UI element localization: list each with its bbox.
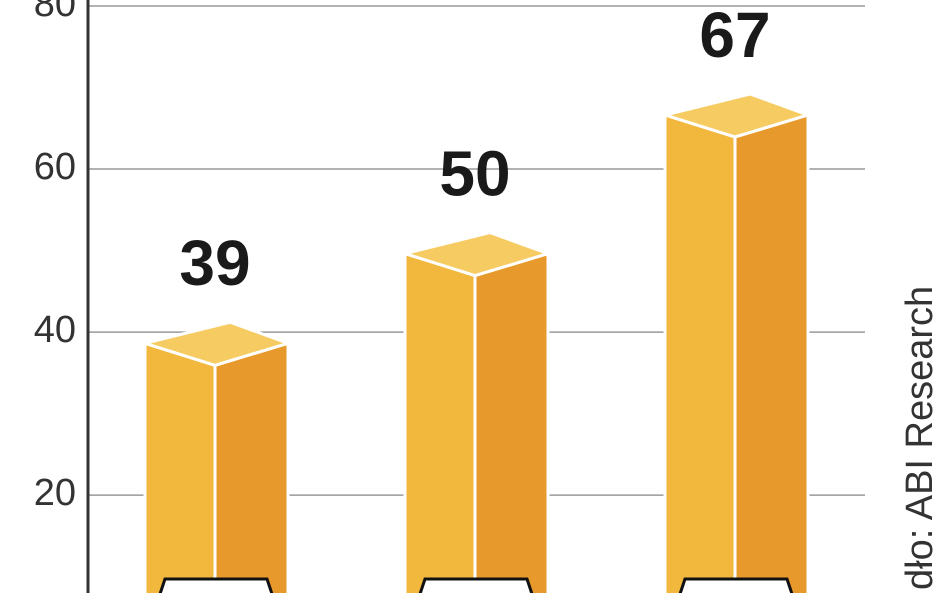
value-label: 39	[179, 227, 250, 299]
bar-left-face	[143, 341, 217, 593]
bar	[143, 320, 290, 593]
bar	[663, 92, 810, 593]
y-tick-label: 80	[34, 0, 76, 25]
category-label-box	[418, 577, 534, 593]
bar-right-face	[213, 341, 290, 593]
category-label-box	[158, 577, 274, 593]
value-label: 67	[699, 0, 770, 71]
bar-top-face	[403, 231, 550, 278]
value-label: 50	[439, 137, 510, 209]
bar-top-face	[143, 320, 290, 367]
bars	[143, 92, 810, 593]
bar-top-face	[663, 92, 810, 139]
source: dło: ABI Research	[899, 286, 941, 590]
y-tick-label: 40	[34, 309, 76, 351]
y-tick-label: 60	[34, 146, 76, 188]
bar-left-face	[663, 112, 737, 593]
bar-left-face	[403, 251, 477, 593]
bar-right-face	[733, 112, 810, 593]
y-tick-label: 20	[34, 472, 76, 514]
bar-right-face	[473, 251, 550, 593]
bar	[403, 231, 550, 593]
category-label-box	[678, 577, 794, 593]
